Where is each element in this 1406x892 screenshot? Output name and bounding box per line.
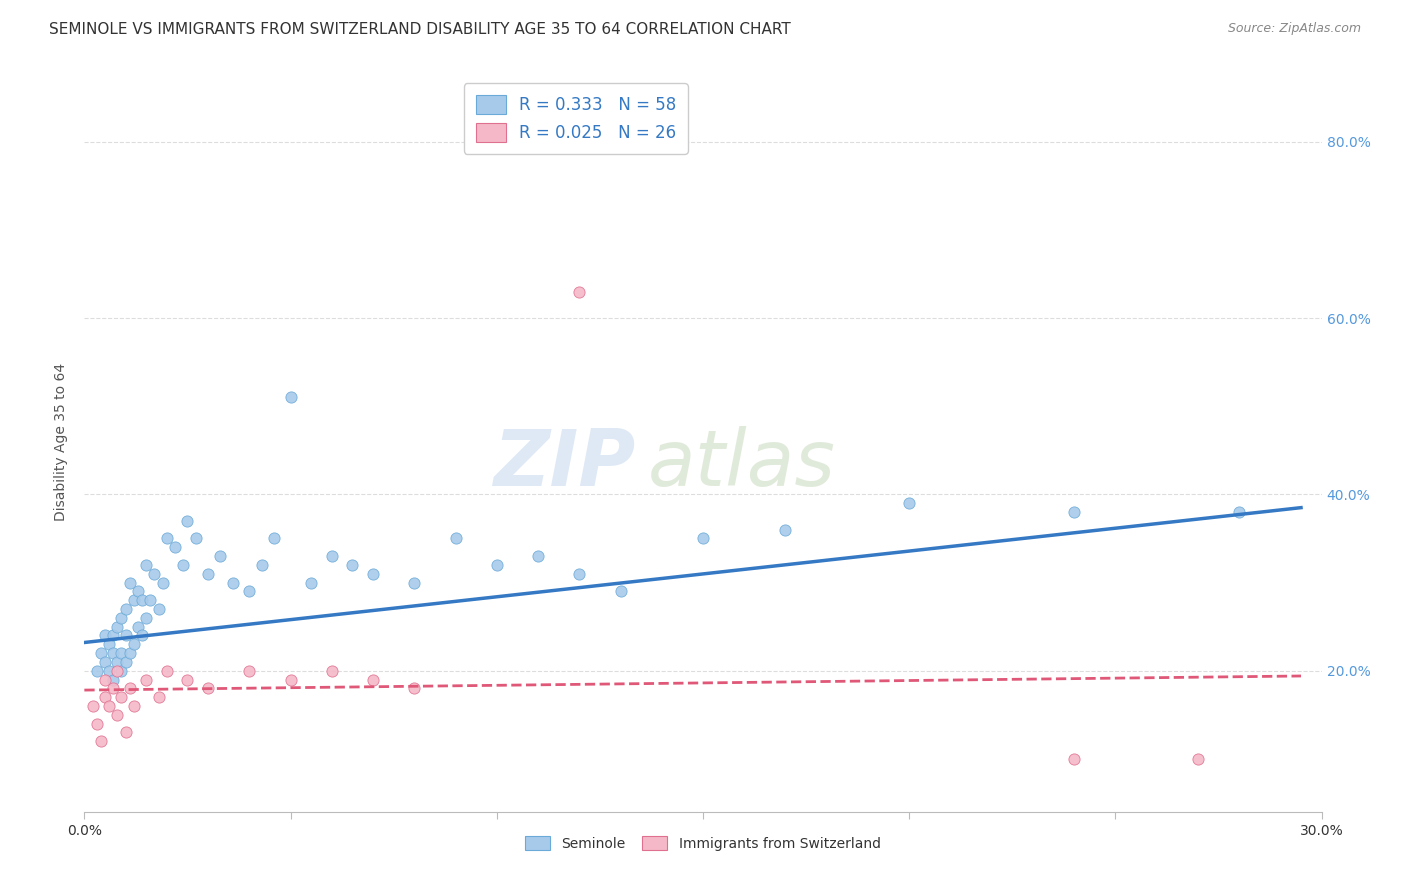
Text: SEMINOLE VS IMMIGRANTS FROM SWITZERLAND DISABILITY AGE 35 TO 64 CORRELATION CHAR: SEMINOLE VS IMMIGRANTS FROM SWITZERLAND … [49, 22, 792, 37]
Point [110, 611, 132, 625]
Point [105, 619, 128, 633]
Point [321, 664, 343, 678]
Point [238, 664, 260, 678]
Point [148, 690, 170, 705]
Point [114, 725, 136, 739]
Point [122, 698, 145, 713]
Point [165, 541, 187, 555]
Point [94, 690, 117, 705]
Point [1227, 505, 1250, 519]
Point [114, 602, 136, 616]
Point [209, 549, 232, 563]
Point [156, 664, 179, 678]
Point [135, 558, 157, 572]
Point [103, 681, 125, 696]
Point [692, 532, 714, 546]
Point [86, 716, 108, 731]
Point [131, 628, 153, 642]
Point [82, 698, 104, 713]
Point [118, 681, 141, 696]
Point [148, 602, 170, 616]
Point [898, 496, 921, 510]
Point [105, 655, 128, 669]
Point [110, 664, 132, 678]
Point [361, 673, 384, 687]
Point [86, 664, 108, 678]
Point [1063, 752, 1085, 766]
Point [122, 637, 145, 651]
Point [90, 646, 112, 660]
Point [263, 532, 285, 546]
Point [118, 575, 141, 590]
Point [110, 690, 132, 705]
Text: ZIP: ZIP [492, 425, 636, 502]
Point [197, 681, 219, 696]
Y-axis label: Disability Age 35 to 64: Disability Age 35 to 64 [55, 362, 69, 521]
Point [342, 558, 364, 572]
Point [238, 584, 260, 599]
Point [94, 628, 117, 642]
Point [299, 575, 322, 590]
Point [280, 391, 302, 405]
Point [176, 673, 198, 687]
Point [118, 646, 141, 660]
Point [131, 593, 153, 607]
Point [568, 285, 591, 299]
Point [98, 664, 121, 678]
Point [1063, 505, 1085, 519]
Point [197, 566, 219, 581]
Legend: Seminole, Immigrants from Switzerland: Seminole, Immigrants from Switzerland [520, 830, 886, 856]
Point [90, 734, 112, 748]
Point [568, 566, 591, 581]
Point [143, 566, 166, 581]
Point [135, 673, 157, 687]
Point [105, 664, 128, 678]
Text: atlas: atlas [647, 425, 835, 502]
Point [114, 628, 136, 642]
Point [152, 575, 174, 590]
Text: Source: ZipAtlas.com: Source: ZipAtlas.com [1227, 22, 1361, 36]
Point [98, 637, 121, 651]
Point [527, 549, 550, 563]
Point [404, 575, 426, 590]
Point [110, 646, 132, 660]
Point [404, 681, 426, 696]
Point [1187, 752, 1209, 766]
Point [103, 673, 125, 687]
Point [361, 566, 384, 581]
Point [105, 707, 128, 722]
Point [184, 532, 207, 546]
Point [444, 532, 467, 546]
Point [222, 575, 245, 590]
Point [139, 593, 162, 607]
Point [321, 549, 343, 563]
Point [103, 628, 125, 642]
Point [127, 619, 149, 633]
Point [176, 514, 198, 528]
Point [103, 646, 125, 660]
Point [485, 558, 508, 572]
Point [775, 523, 797, 537]
Point [280, 673, 302, 687]
Point [250, 558, 273, 572]
Point [114, 655, 136, 669]
Point [609, 584, 631, 599]
Point [94, 673, 117, 687]
Point [156, 532, 179, 546]
Point [122, 593, 145, 607]
Point [172, 558, 194, 572]
Point [127, 584, 149, 599]
Point [135, 611, 157, 625]
Point [94, 655, 117, 669]
Point [98, 698, 121, 713]
